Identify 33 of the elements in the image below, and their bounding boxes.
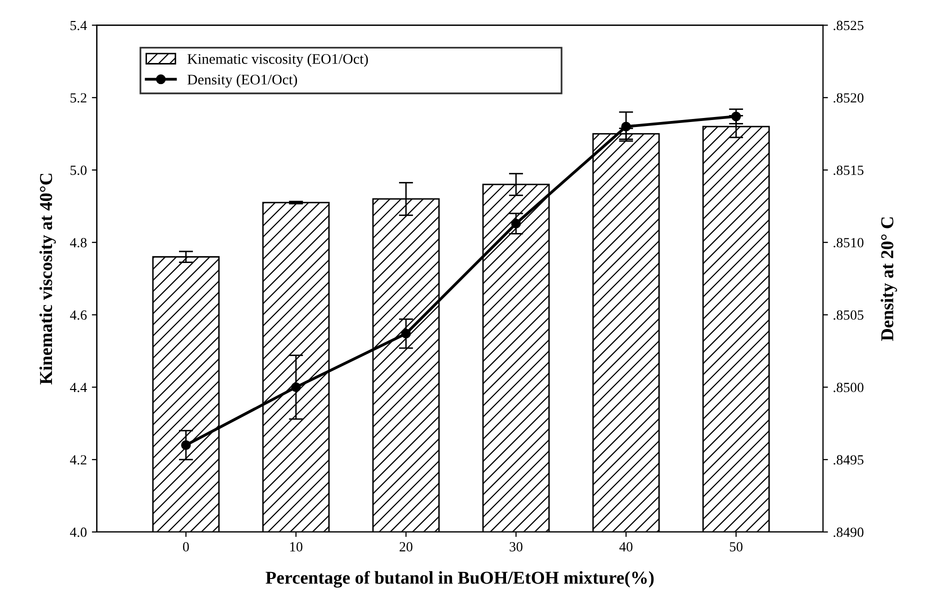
point <box>181 440 191 450</box>
legend-label: Density (EO1/Oct) <box>188 74 298 88</box>
y2-tick-label: .8500 <box>834 382 864 392</box>
y-tick-label: 4.2 <box>70 455 86 465</box>
y2-tick-label: .8515 <box>834 166 864 176</box>
legend-label: Kinematic viscosity (EO1/Oct) <box>188 54 368 67</box>
y2-tick-label: .8505 <box>834 310 864 320</box>
y2-tick-label: .8520 <box>834 93 864 103</box>
y-axis-title: Kinematic viscosity at 40°C <box>39 174 56 384</box>
y-tick-label: 4.6 <box>70 310 87 320</box>
y-tick-label: 4.0 <box>70 528 87 537</box>
x-tick-label: 50 <box>730 542 742 552</box>
y-tick-label: 4.8 <box>70 238 87 248</box>
y-tick-label: 5.4 <box>70 20 87 30</box>
x-tick-label: 30 <box>510 542 522 552</box>
y2-tick-label: .8490 <box>834 528 864 537</box>
point <box>621 122 631 132</box>
point <box>731 112 741 122</box>
point <box>291 382 301 392</box>
y2-tick-label: .8525 <box>834 20 864 30</box>
point <box>401 328 411 338</box>
point <box>511 218 521 228</box>
x-tick-label: 0 <box>183 542 189 552</box>
y-tick-label: 5.0 <box>70 166 87 176</box>
x-tick-label: 40 <box>619 542 632 552</box>
y2-tick-label: .8495 <box>834 455 864 465</box>
x-tick-label: 20 <box>400 542 412 552</box>
x-axis-title: Percentage of butanol in BuOH/EtOH mixture(%) <box>266 570 654 588</box>
y-tick-label: 4.4 <box>70 382 87 392</box>
x-tick-label: 10 <box>290 542 302 552</box>
y2-tick-label: .8510 <box>834 238 864 248</box>
y2-axis-title: Density at 20° C <box>880 217 898 341</box>
y-tick-label: 5.2 <box>70 93 86 103</box>
